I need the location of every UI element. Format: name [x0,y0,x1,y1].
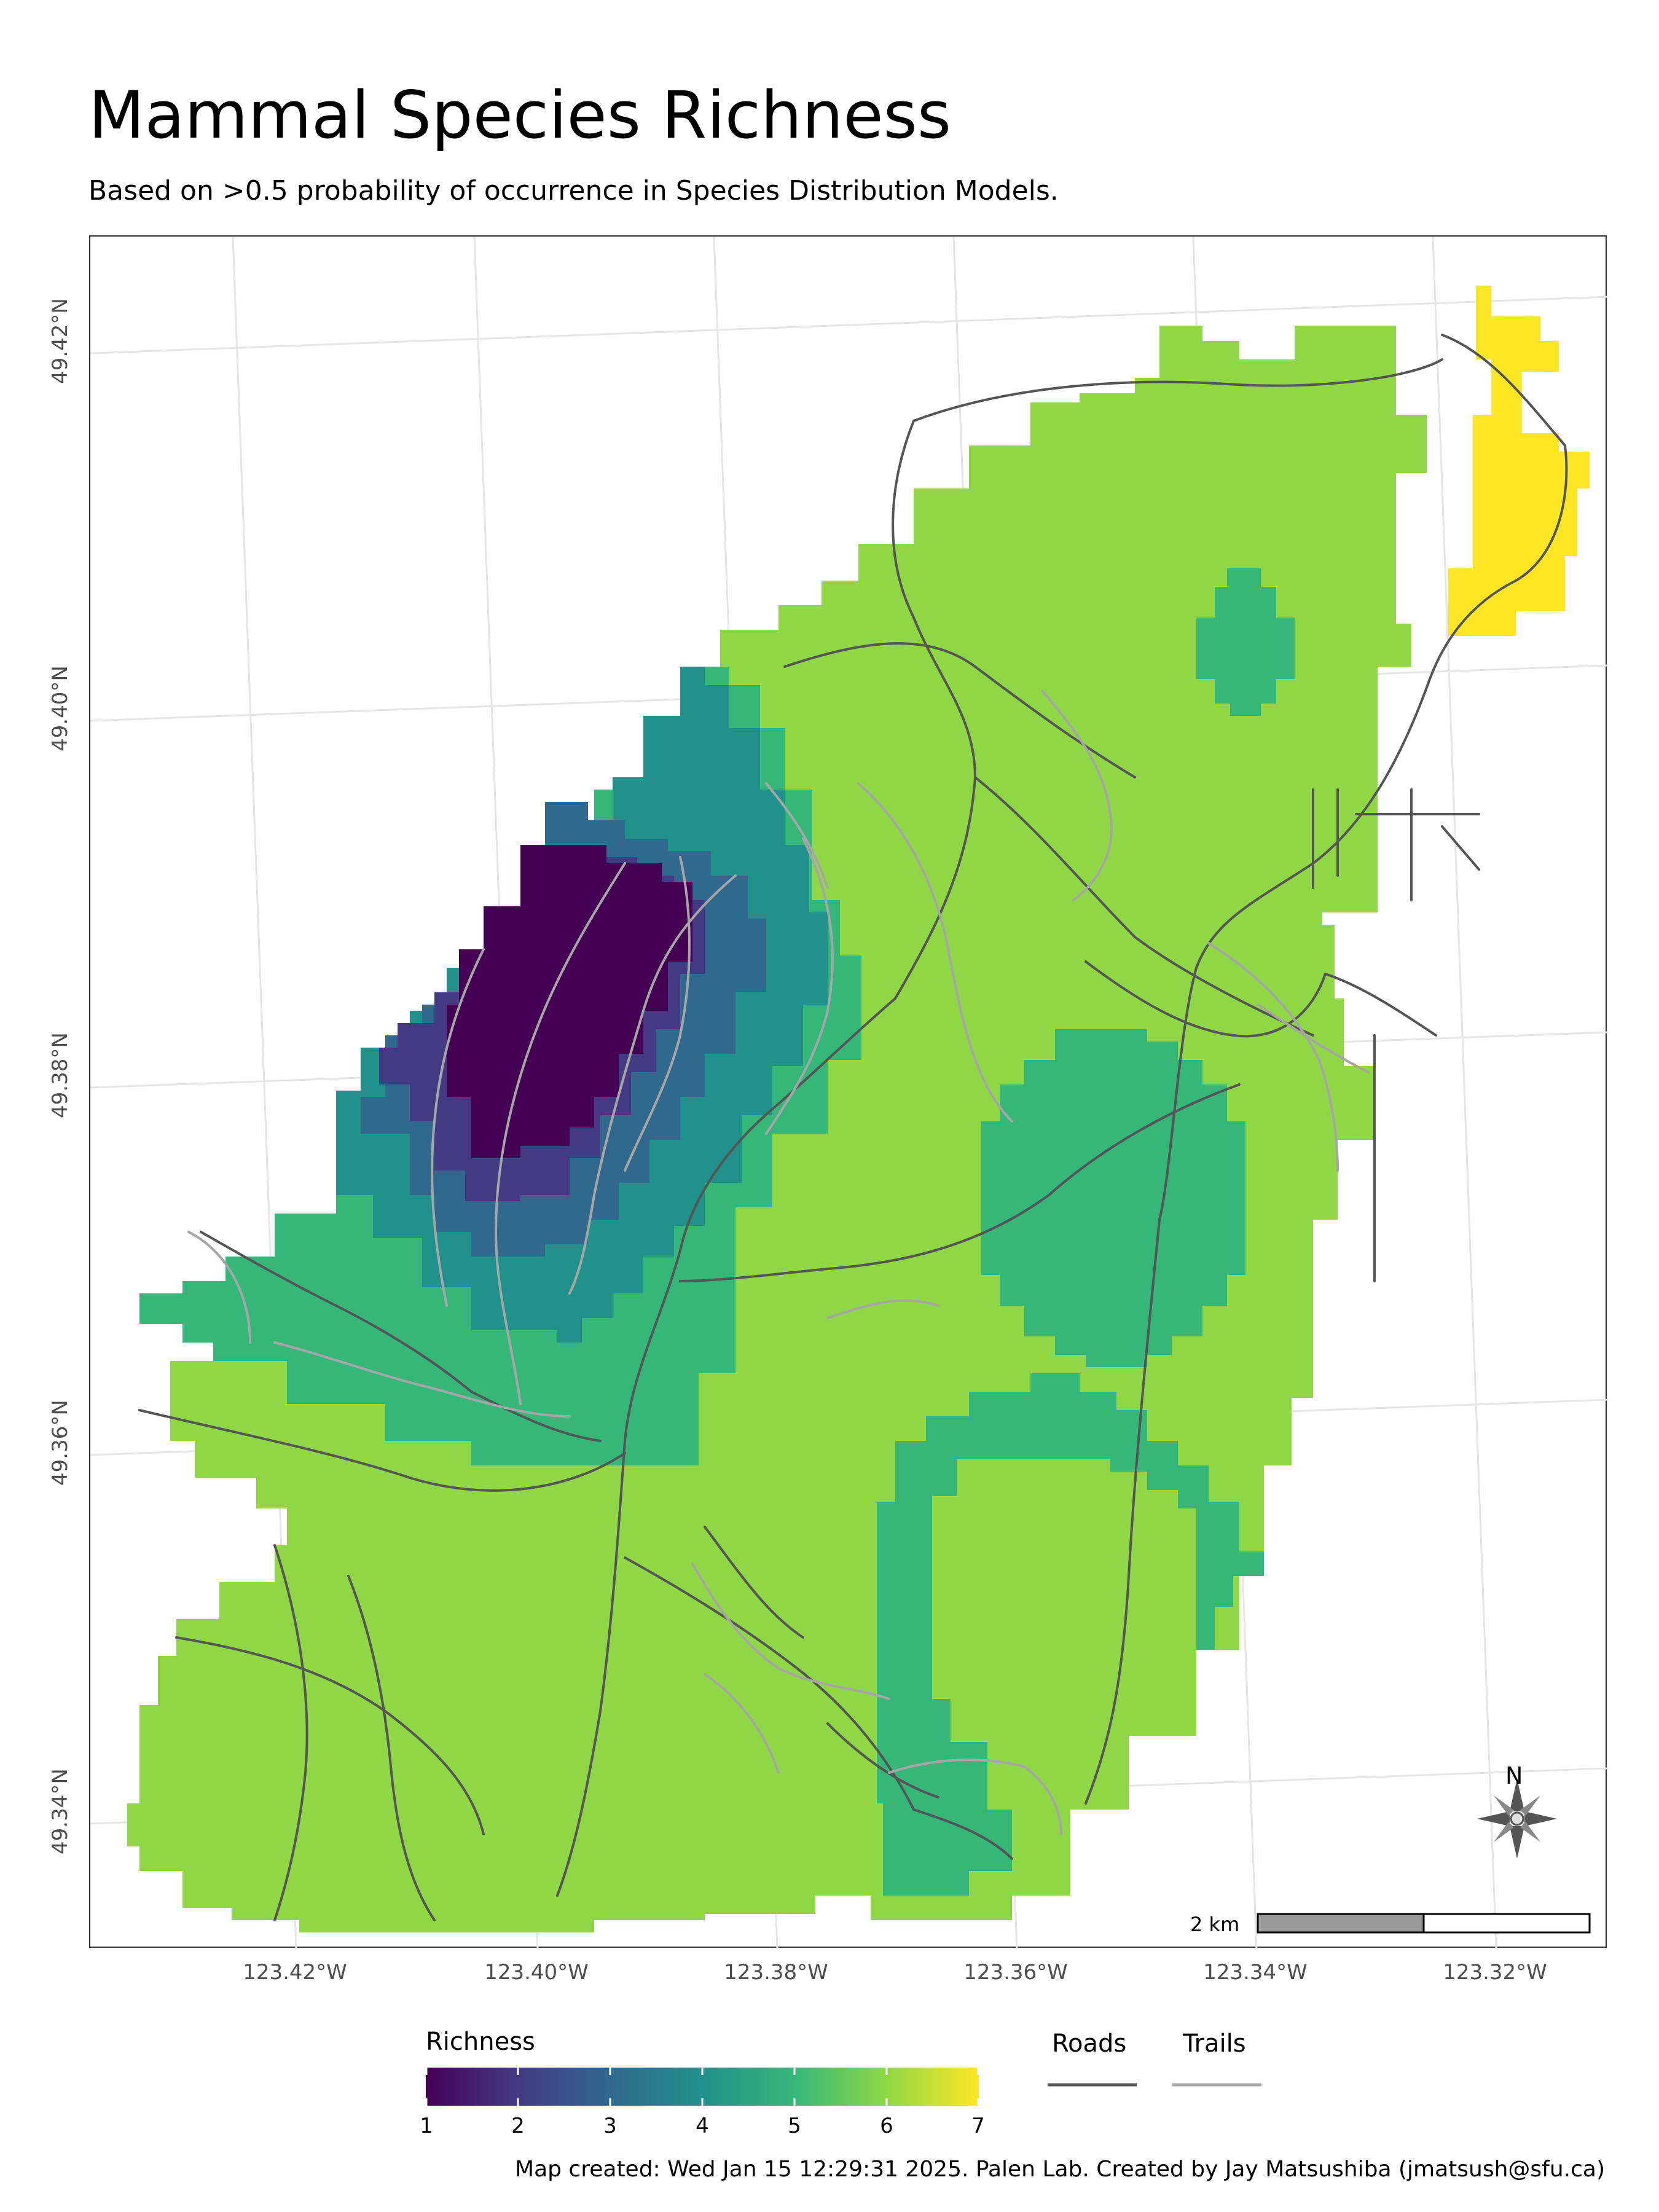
map-panel[interactable] [89,235,1608,1949]
scale-bar-label: 2 km [1190,1913,1240,1936]
lon-label-123-40: 123.40°W [484,1960,589,1985]
lat-label-49-42: 49.42°N [48,298,73,384]
lat-label-49-38: 49.38°N [48,1032,73,1118]
north-arrow-icon [1477,1779,1557,1859]
legend-tick-6: 6 [880,2114,893,2138]
legend-tick-3: 3 [603,2114,617,2138]
map-canvas[interactable] [90,237,1608,1949]
road-network [138,334,1568,1921]
richness-5-region-northeast [1196,568,1295,716]
lon-label-123-38: 123.38°W [724,1960,828,1985]
lon-label-123-34: 123.34°W [1203,1960,1308,1985]
north-arrow-label: N [1505,1762,1523,1789]
lon-label-123-36: 123.36°W [963,1960,1068,1985]
lon-label-123-32: 123.32°W [1443,1960,1547,1985]
trails-legend-key [1172,2083,1261,2087]
richness-legend-title: Richness [426,2028,535,2056]
richness-colorbar [426,2068,979,2106]
lat-label-49-36: 49.36°N [48,1400,73,1486]
map-subtitle: Based on >0.5 probability of occurrence … [88,175,1059,206]
map-caption: Map created: Wed Jan 15 12:29:31 2025. P… [515,2157,1605,2182]
map-title: Mammal Species Richness [88,77,952,153]
richness-7-region [1448,286,1590,636]
legend-tick-5: 5 [788,2114,801,2138]
trail-network [187,690,1370,1835]
roads-legend-key [1048,2083,1137,2087]
legend-tick-2: 2 [511,2114,525,2138]
lat-label-49-40: 49.40°N [48,665,73,751]
richness-5-region-south [877,1373,1264,1896]
lat-label-49-34: 49.34°N [48,1768,73,1854]
roads-legend-label: Roads [1052,2030,1127,2058]
lon-label-123-42: 123.42°W [243,1960,347,1985]
richness-5-region-center [981,1029,1245,1367]
richness-1-region [447,845,692,1158]
legend-tick-4: 4 [696,2114,709,2138]
legend-tick-1: 1 [420,2114,433,2138]
scale-bar [1257,1913,1591,1934]
legend-tick-7: 7 [971,2114,985,2138]
trails-legend-label: Trails [1183,2030,1246,2058]
